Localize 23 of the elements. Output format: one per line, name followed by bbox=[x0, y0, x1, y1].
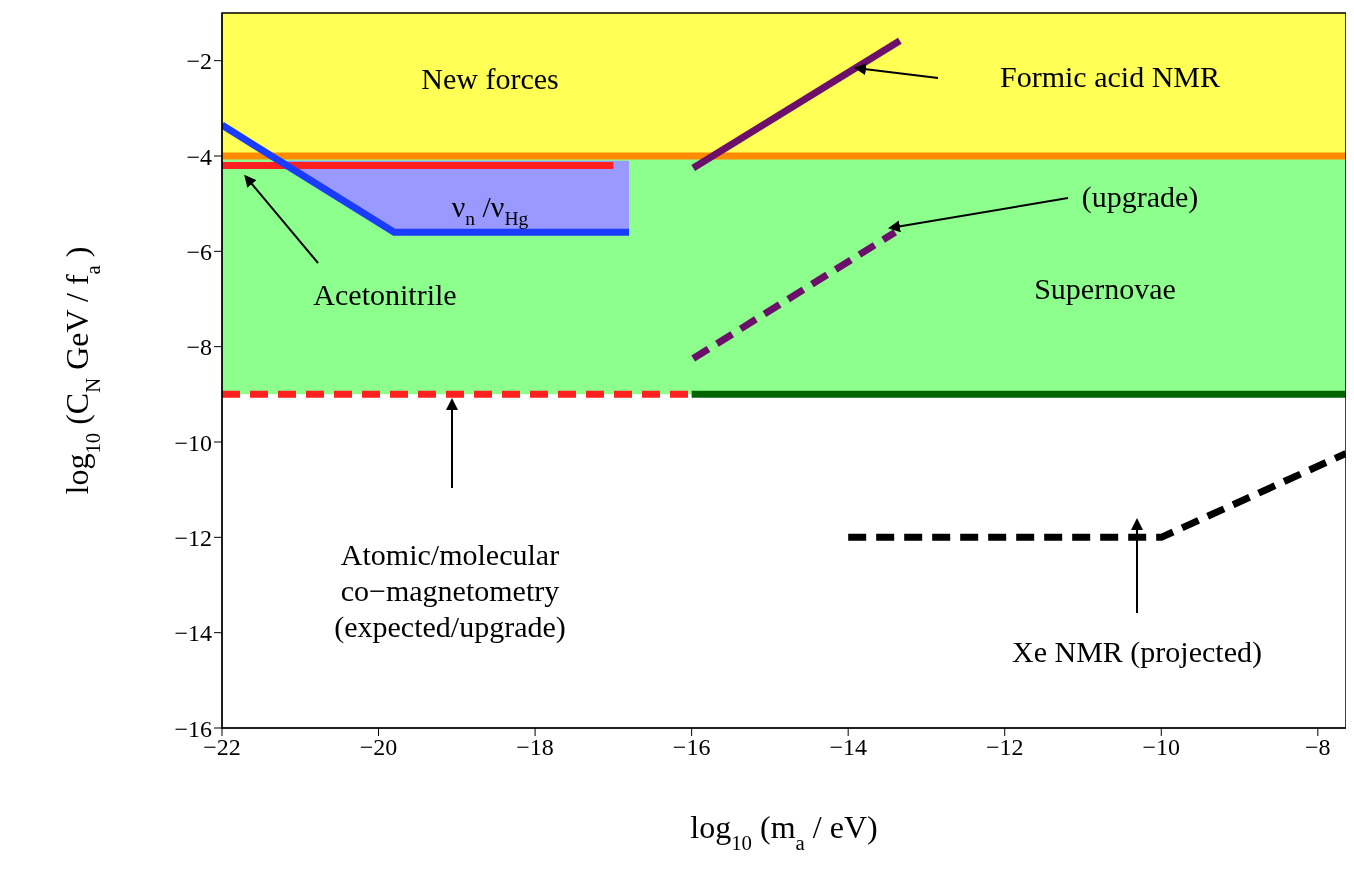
annotation: New forces bbox=[421, 61, 559, 95]
annotation: (upgrade) bbox=[1081, 179, 1199, 214]
annotation: Atomic/molecular co−magnetometry (expected/upgrade) bbox=[334, 537, 566, 644]
y-tick-label: −14 bbox=[174, 620, 212, 647]
annotation: ν$_{n}$/ν$_{Hg}$ bbox=[451, 189, 529, 229]
x-tick-label: −10 bbox=[1142, 734, 1181, 761]
y-tick-label: −6 bbox=[186, 238, 212, 265]
x-tick-label: −18 bbox=[516, 734, 554, 761]
y-tick-label: −10 bbox=[174, 429, 212, 456]
x-tick-label: −14 bbox=[829, 734, 867, 761]
annotation: Supernovae bbox=[1034, 271, 1176, 305]
y-tick-label: −12 bbox=[174, 524, 212, 551]
annotation: Formic acid NMR bbox=[1000, 59, 1220, 93]
x-tick-label: −12 bbox=[985, 734, 1024, 761]
x-axis-title: log$_{10}$(m$_{a}$ / eV) bbox=[690, 809, 878, 854]
y-tick-label: −4 bbox=[186, 143, 212, 170]
x-tick-label: −8 bbox=[1305, 734, 1331, 761]
x-tick-label: −20 bbox=[359, 734, 398, 761]
y-tick-label: −2 bbox=[186, 48, 212, 75]
x-tick-label: −16 bbox=[672, 734, 711, 761]
annotation: Acetonitrile bbox=[313, 277, 457, 311]
y-tick-label: −8 bbox=[186, 334, 212, 361]
annotation: Xe NMR (projected) bbox=[1012, 634, 1262, 669]
